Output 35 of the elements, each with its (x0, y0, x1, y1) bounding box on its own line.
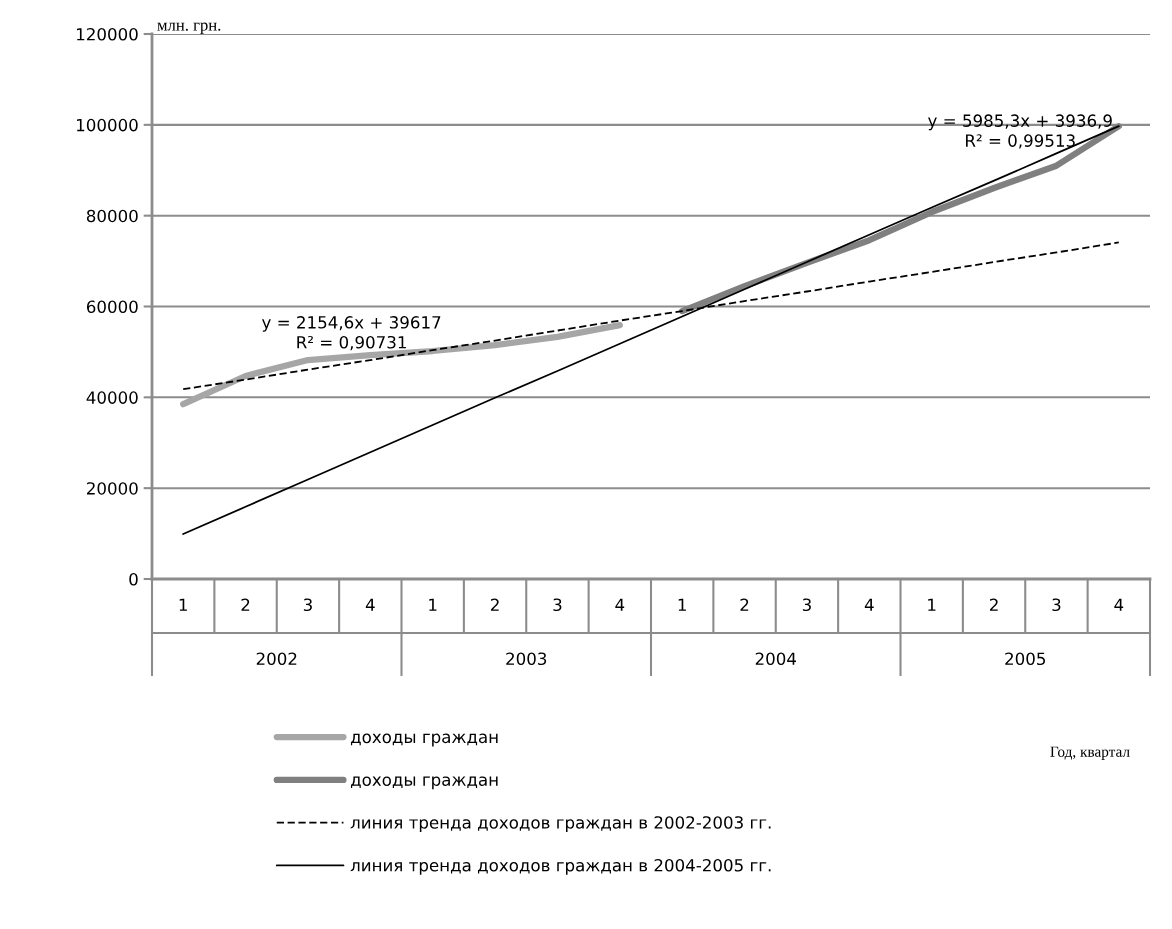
y-axis-title: млн. грн. (157, 22, 221, 34)
x-tick-label: 3 (553, 598, 562, 612)
x-tick-label: 3 (303, 598, 312, 612)
y-tick-label: 60000 (86, 300, 138, 314)
x-tick-label: 4 (1114, 598, 1124, 611)
annotation: y = 5985,3x + 3936,9 R² = 0,99513 (928, 114, 1112, 149)
x-tick-label: 1 (928, 598, 936, 611)
y-tick-label: 120000 (77, 27, 138, 41)
y-tick-label: 0 (129, 572, 138, 586)
x-tick-label: 3 (1052, 598, 1061, 612)
y-tick-label: 100000 (77, 118, 138, 132)
x-tick-label: 2 (740, 598, 749, 611)
legend-label: доходы граждан (350, 776, 498, 790)
x-tick-label: 2 (490, 598, 499, 611)
legend-label: линия тренда доходов граждан в 2002-2003 гг. (350, 816, 771, 832)
y-tick-label: 80000 (86, 209, 138, 223)
text: 2004 (755, 652, 797, 666)
x-tick-label: 2 (989, 598, 998, 611)
x-tick-label: 1 (678, 598, 686, 611)
x-tick-label: 2 (241, 598, 250, 611)
legend-label: линия тренда доходов граждан в 2004-2005 гг. (350, 858, 771, 875)
y-tick-label: 40000 (86, 391, 138, 404)
x-tick-label: 4 (365, 598, 375, 611)
x-tick-label: 4 (864, 598, 874, 611)
text: Год, квартал (1050, 746, 1130, 760)
x-tick-label: 1 (179, 598, 187, 611)
x-tick-label: 3 (802, 598, 811, 612)
text: 2002 (256, 652, 297, 666)
text: 2003 (506, 652, 547, 666)
annotation: y = 2154,6x + 39617 R² = 0,90731 (262, 316, 441, 351)
x-tick-label: 1 (429, 598, 437, 611)
y-tick-label: 20000 (87, 482, 138, 495)
legend-label: доходы граждан (350, 733, 498, 747)
x-tick-label: 4 (615, 598, 625, 611)
text: 2005 (1005, 652, 1045, 666)
